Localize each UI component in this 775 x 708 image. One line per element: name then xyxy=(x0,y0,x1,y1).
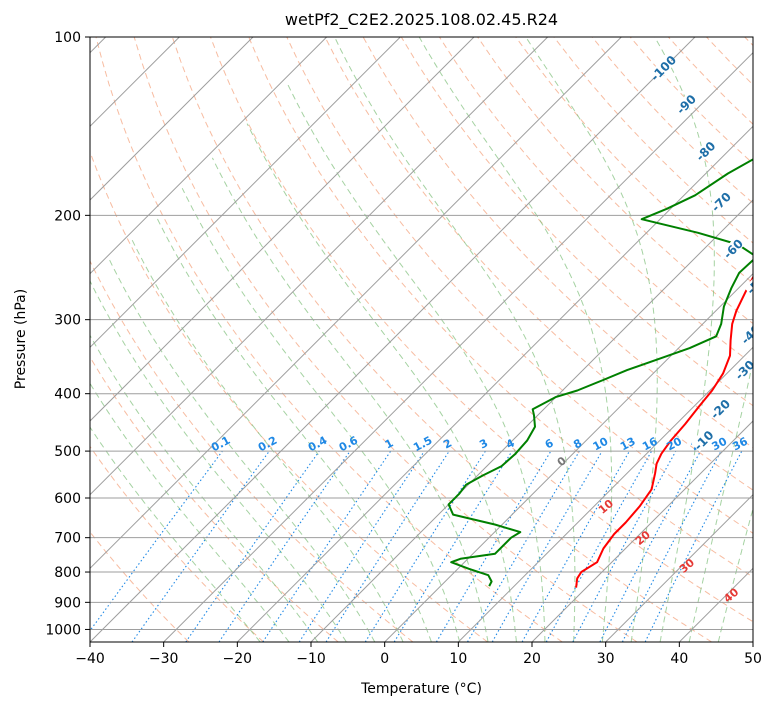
x-tick-label: 30 xyxy=(597,651,615,667)
mixing-ratio-line xyxy=(298,450,425,642)
isotherm-line xyxy=(90,37,696,642)
isotherm-line xyxy=(310,199,753,642)
x-tick-label: 20 xyxy=(523,651,541,667)
isotherm-label-bg xyxy=(738,321,753,346)
mixing-ratio-line xyxy=(521,450,630,642)
isotherm-label-bg xyxy=(693,138,718,163)
y-tick-label: 300 xyxy=(54,313,81,329)
x-tick-label: 50 xyxy=(744,651,762,667)
mixing-ratio-line xyxy=(393,450,513,642)
isotherm-line xyxy=(90,37,549,496)
dry-adiabat xyxy=(286,37,753,534)
x-axis-label: Temperature (°C) xyxy=(360,681,482,697)
y-tick-label: 100 xyxy=(54,30,81,46)
y-tick-label: 200 xyxy=(54,208,81,224)
y-tick-label: 500 xyxy=(54,444,81,460)
moist-adiabat xyxy=(90,334,319,642)
moist-adiabat xyxy=(155,215,432,642)
isotherm-line xyxy=(163,51,753,642)
moist-adiabat xyxy=(181,187,461,642)
isotherm-label-bg xyxy=(673,91,698,116)
y-tick-label: 700 xyxy=(54,531,81,547)
isotherm-label-bg xyxy=(650,55,675,80)
isotherm-label: -50 xyxy=(744,272,769,297)
moist-adiabat xyxy=(90,426,261,642)
moist-adiabat xyxy=(688,358,753,642)
mixing-ratio-label: 30 xyxy=(710,435,730,454)
isotherm-line xyxy=(457,346,753,642)
isotherm-label-bg xyxy=(720,236,745,261)
moist-adiabat xyxy=(418,37,613,642)
moist-adiabat xyxy=(717,506,753,642)
chart-title: wetPf2_C2E2.2025.108.02.45.R24 xyxy=(285,10,558,30)
isotherm-label-bg xyxy=(708,189,733,214)
mixing-ratio-line xyxy=(262,450,392,642)
isotherm-line xyxy=(605,493,753,642)
moist-adiabat xyxy=(525,37,658,642)
moist-adiabat xyxy=(334,37,576,642)
dry-adiabat xyxy=(90,259,414,642)
x-tick-label: −10 xyxy=(296,651,326,667)
dry-adiabat xyxy=(95,37,563,642)
isotherm-line xyxy=(90,37,475,422)
isotherm-label-bg xyxy=(743,272,753,297)
x-tick-label: 40 xyxy=(670,651,688,667)
x-tick-label: −20 xyxy=(223,651,253,667)
moist-adiabat xyxy=(287,83,546,642)
mixing-ratio-label: 36 xyxy=(730,435,750,454)
plot-frame xyxy=(89,36,754,643)
y-tick-label: 1000 xyxy=(45,622,81,638)
isotherm-line xyxy=(90,37,328,275)
y-tick-label: 900 xyxy=(54,595,81,611)
temperature-profile-line xyxy=(575,275,753,588)
moist-adiabat xyxy=(654,37,715,642)
y-axis-label: Pressure (hPa) xyxy=(13,289,29,389)
x-tick-label: −40 xyxy=(75,651,105,667)
mixing-ratio-line xyxy=(131,450,270,642)
mixing-ratio-line xyxy=(90,450,223,632)
isotherm-label-bg xyxy=(707,396,732,421)
mixing-ratio-line xyxy=(185,450,320,642)
mixing-ratio-line xyxy=(644,450,743,642)
x-tick-label: 10 xyxy=(449,651,467,667)
moist-adiabat xyxy=(107,256,376,642)
mixing-ratio-label: 20 xyxy=(664,435,684,454)
mixing-ratio-line xyxy=(572,450,677,642)
dry-adiabat xyxy=(90,445,264,642)
isotherm-line xyxy=(90,37,622,570)
dry-adiabat xyxy=(171,37,712,642)
moist-adiabat xyxy=(90,382,290,642)
mixing-ratio-line xyxy=(218,450,351,642)
dry-adiabat xyxy=(210,37,753,623)
y-tick-label: 800 xyxy=(54,565,81,581)
isotherm-line xyxy=(90,37,401,349)
y-tick-label: 600 xyxy=(54,491,81,507)
isotherm-line xyxy=(384,272,753,642)
isotherm-label-bg xyxy=(732,357,753,382)
mixing-ratio-label: 16 xyxy=(640,435,660,454)
moist-adiabat xyxy=(131,239,404,642)
isotherm-line xyxy=(236,125,753,642)
dry-adiabat xyxy=(90,356,339,642)
moist-adiabat xyxy=(90,279,347,642)
isotherm-label-bg xyxy=(691,427,716,452)
moist-adiabat xyxy=(246,123,517,642)
dewpoint-profile-line xyxy=(447,158,753,587)
mixing-ratio-line xyxy=(325,450,450,642)
dry-adiabat xyxy=(248,37,753,578)
y-tick-label: 400 xyxy=(54,387,81,403)
isotherm-line xyxy=(90,37,254,201)
mixing-ratio-label: 13 xyxy=(618,435,638,454)
x-tick-label: −30 xyxy=(149,651,179,667)
mixing-ratio-line xyxy=(545,450,653,642)
dry-adiabat xyxy=(324,37,753,491)
isotherm-line xyxy=(531,420,753,642)
mixing-ratio-label: 10 xyxy=(591,435,611,454)
x-tick-label: 0 xyxy=(380,651,389,667)
